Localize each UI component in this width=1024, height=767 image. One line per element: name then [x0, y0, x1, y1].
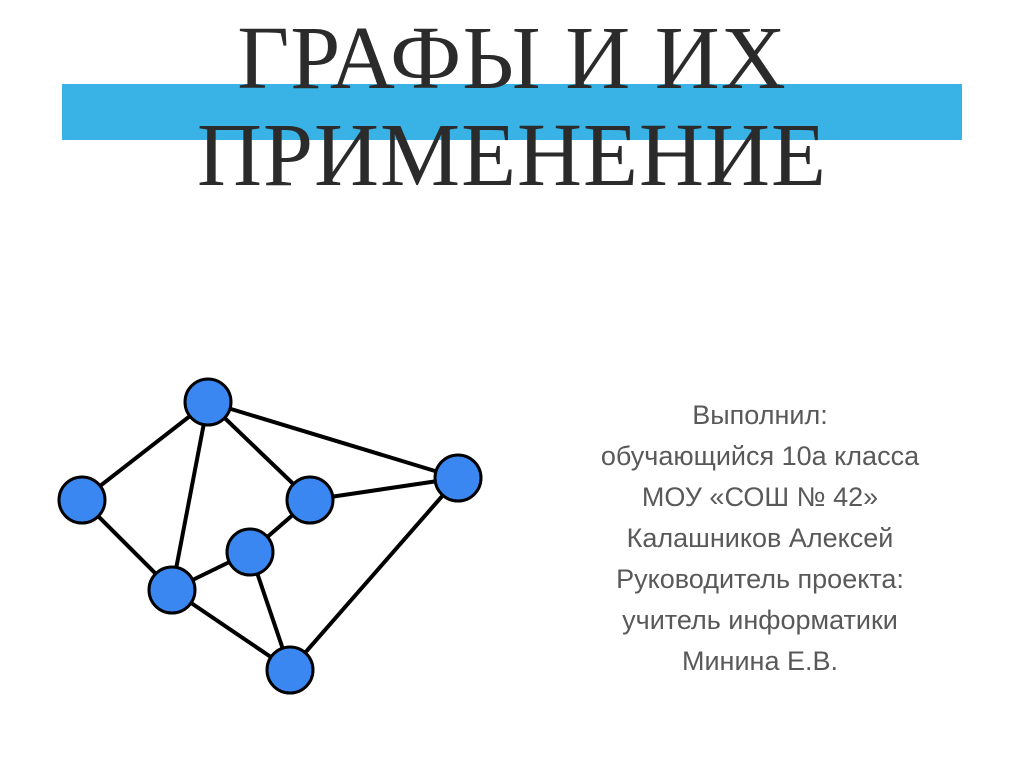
graph-edge — [172, 402, 208, 590]
credits-line: МОУ «СОШ № 42» — [540, 477, 980, 518]
graph-node — [59, 477, 105, 523]
graph-node — [227, 529, 273, 575]
credits-line: Калашников Алексей — [540, 518, 980, 559]
credits-line: Руководитель проекта: — [540, 559, 980, 600]
graph-node — [287, 477, 333, 523]
page-title: ГРАФЫ И ИХ ПРИМЕНЕНИЕ — [0, 0, 1024, 204]
graph-node — [267, 647, 313, 693]
graph-node — [185, 379, 231, 425]
credits-block: Выполнил:обучающийся 10а классаМОУ «СОШ … — [540, 395, 980, 682]
graph-diagram — [40, 360, 500, 720]
credits-line: обучающийся 10а класса — [540, 436, 980, 477]
graph-node — [149, 567, 195, 613]
title-block: ГРАФЫ И ИХ ПРИМЕНЕНИЕ — [0, 0, 1024, 204]
title-line-1: ГРАФЫ И ИХ — [237, 9, 786, 108]
network-graph-svg — [40, 360, 500, 720]
title-line-2: ПРИМЕНЕНИЕ — [197, 106, 827, 205]
graph-node — [435, 455, 481, 501]
credits-line: учитель информатики — [540, 600, 980, 641]
credits-line: Минина Е.В. — [540, 641, 980, 682]
credits-line: Выполнил: — [540, 395, 980, 436]
slide: ГРАФЫ И ИХ ПРИМЕНЕНИЕ Выполнил:обучающий… — [0, 0, 1024, 767]
